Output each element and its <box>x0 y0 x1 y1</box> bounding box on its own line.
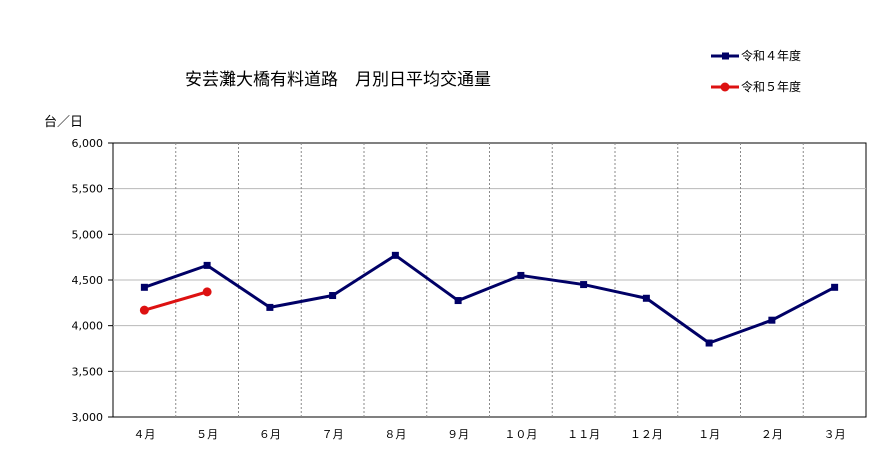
y-tick-label-4: 5,000 <box>72 228 104 241</box>
series-0-point-3 <box>329 292 337 300</box>
x-tick-label-11: ３月 <box>824 428 846 441</box>
x-tick-label-5: ９月 <box>447 428 469 441</box>
series-0-point-0 <box>140 283 148 291</box>
x-tick-label-6: １０月 <box>504 428 537 441</box>
x-axis-ticks: ４月 ５月 ６月 ７月 ８月 ９月 １０月 １１月 １２月 １月 ２月 ３月 <box>133 428 845 441</box>
gridlines <box>113 143 866 417</box>
legend-marker-1 <box>720 82 730 92</box>
legend-marker-0 <box>722 52 729 60</box>
y-tick-label-6: 6,000 <box>72 137 104 150</box>
x-tick-label-9: １月 <box>698 428 720 441</box>
series-0-point-9 <box>705 339 713 347</box>
legend-label-0: 令和４年度 <box>741 48 801 63</box>
x-tick-label-10: ２月 <box>761 428 783 441</box>
x-tick-label-0: ４月 <box>133 428 155 441</box>
series-layer <box>139 251 839 347</box>
series-0-point-8 <box>642 294 650 302</box>
y-axis-ticks: 3,000 3,500 4,000 4,500 5,000 5,500 6,000 <box>72 137 113 424</box>
legend-label-1: 令和５年度 <box>741 79 801 94</box>
series-1-point-0 <box>139 305 149 315</box>
y-tick-label-3: 4,500 <box>72 274 104 287</box>
y-axis-label: 台／日 <box>44 115 83 130</box>
series-line-0 <box>143 253 836 345</box>
x-tick-label-4: ８月 <box>384 428 406 441</box>
y-tick-label-0: 3,000 <box>72 411 104 424</box>
x-tick-label-7: １１月 <box>567 428 600 441</box>
series-line-1 <box>143 290 208 312</box>
x-tick-label-2: ６月 <box>259 428 281 441</box>
x-tick-label-1: ５月 <box>196 428 218 441</box>
x-tick-label-3: ７月 <box>322 428 344 441</box>
series-1-point-1 <box>202 287 212 297</box>
y-tick-label-5: 5,500 <box>72 183 104 196</box>
series-0-point-10 <box>768 316 776 324</box>
series-0-point-4 <box>391 251 399 259</box>
y-tick-label-1: 3,500 <box>72 365 104 378</box>
series-0-point-2 <box>266 303 274 311</box>
series-0-point-1 <box>203 261 211 269</box>
chart-title: 安芸灘大橋有料道路 月別日平均交通量 <box>185 70 491 90</box>
y-tick-label-2: 4,000 <box>72 320 104 333</box>
series-0-point-5 <box>454 297 462 305</box>
series-0-point-11 <box>831 283 839 291</box>
x-tick-label-8: １２月 <box>630 428 663 441</box>
series-0-point-7 <box>580 281 588 289</box>
series-0-point-6 <box>517 271 525 279</box>
